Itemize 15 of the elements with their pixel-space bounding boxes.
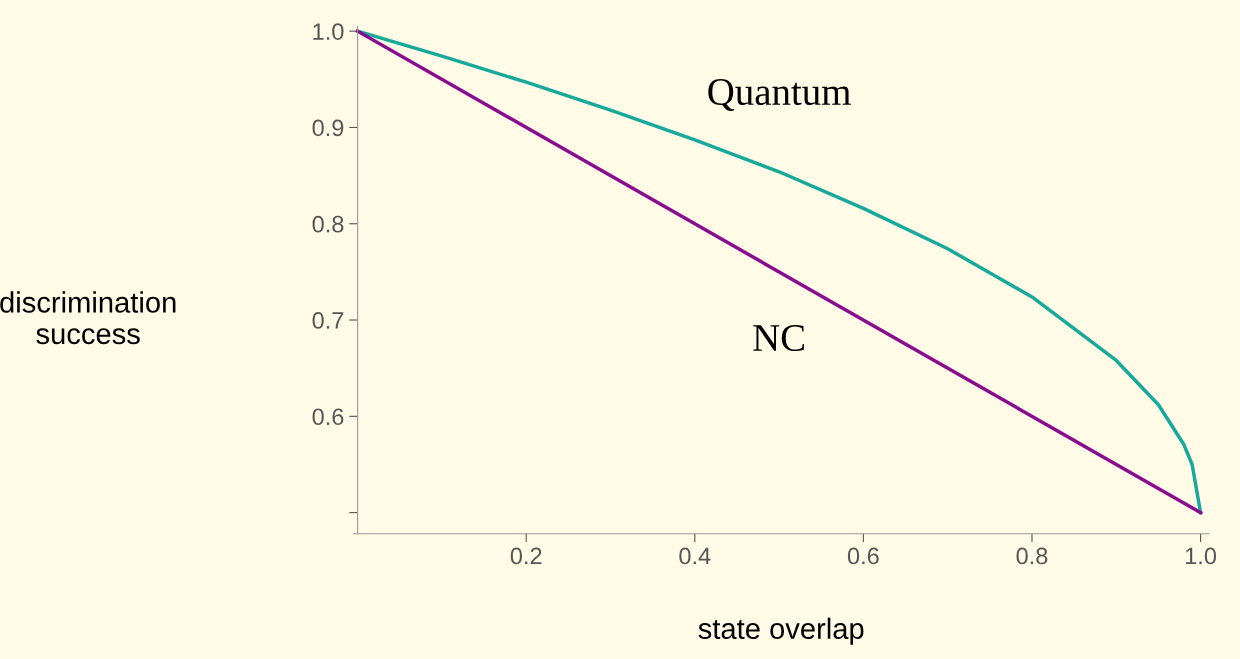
y-tick-label: 0.9 <box>312 119 344 137</box>
series-label: NC <box>753 324 804 352</box>
series-label: Quantum <box>708 78 851 112</box>
y-tick-label: 0.6 <box>312 408 344 426</box>
x-tick-label: 0.2 <box>510 547 542 565</box>
line-series <box>355 29 1203 515</box>
y-axis-title: discrimination success <box>0 291 176 345</box>
x-tick-label: 0.6 <box>847 547 879 565</box>
x-tick-label: 0.4 <box>679 547 711 565</box>
x-axis-title: state overlap <box>698 617 864 645</box>
x-tick-label: 0.8 <box>1016 547 1048 565</box>
y-tick-label: 1.0 <box>313 23 344 40</box>
y-tick-label: 0.8 <box>312 215 344 233</box>
x-tick-label: 1.0 <box>1185 547 1217 565</box>
y-tick-label: 0.7 <box>312 312 344 329</box>
